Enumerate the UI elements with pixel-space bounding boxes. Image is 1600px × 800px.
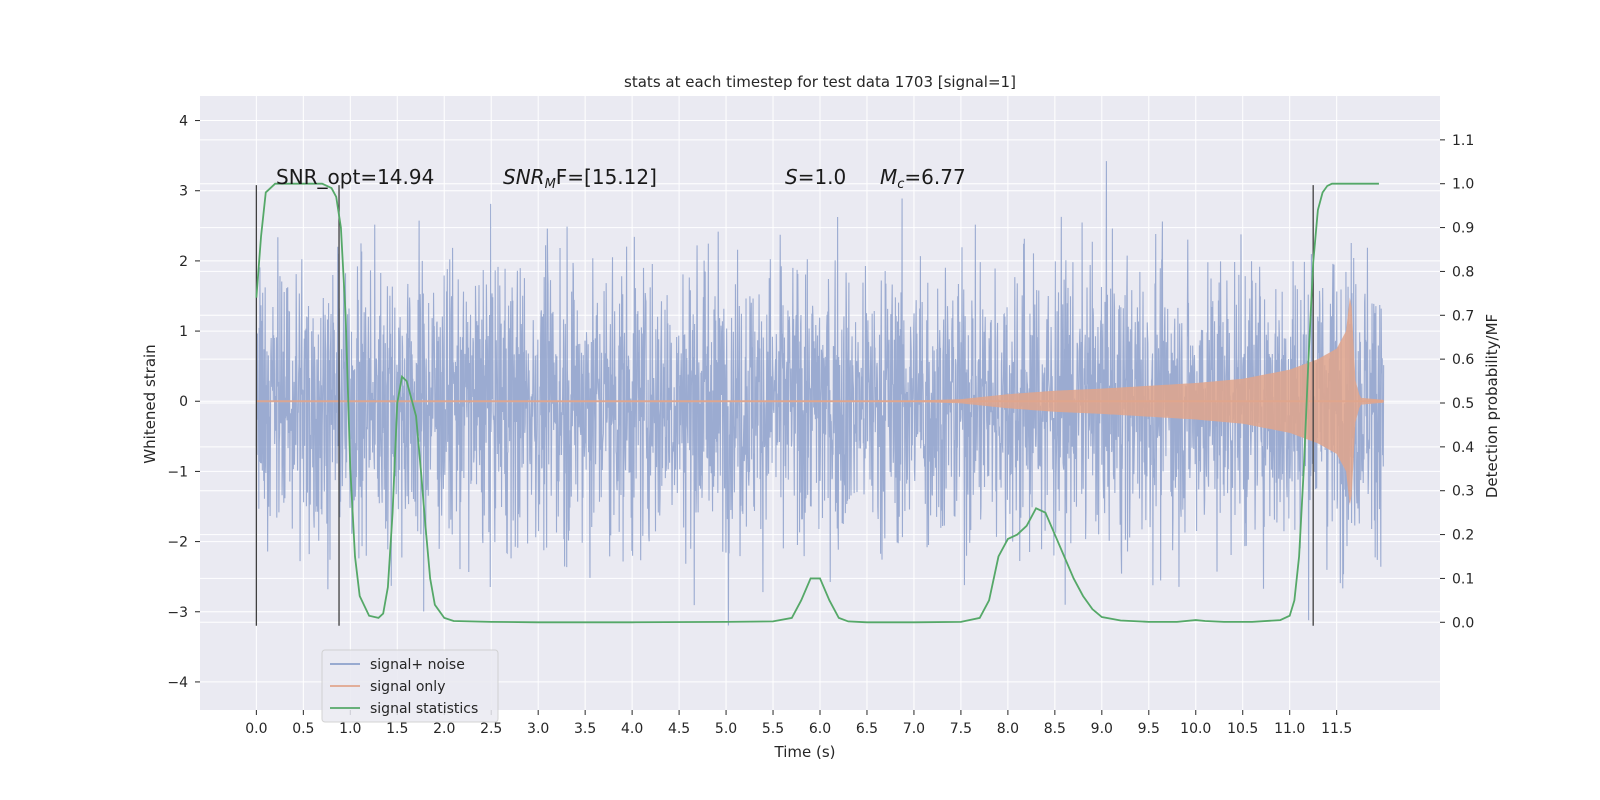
x-tick-label: 11.0 (1274, 721, 1305, 737)
s-rest: =1.0 (798, 165, 847, 189)
legend-label-signal: signal only (370, 679, 445, 695)
x-tick-label: 10.0 (1180, 721, 1211, 737)
x-tick-label: 0.5 (292, 721, 314, 737)
y-right-tick-label: 0.8 (1452, 264, 1474, 280)
x-tick-label: 5.0 (715, 721, 737, 737)
y-right-tick-label: 1.1 (1452, 133, 1474, 149)
y-right-tick-label: 0.6 (1452, 352, 1474, 368)
snr-mf-main: SNR (503, 165, 545, 189)
snr-mf-rest: F=[15.12] (556, 165, 657, 189)
y-tick-label: 2 (179, 254, 188, 270)
y-axis-label: Whitened strain (141, 344, 159, 463)
data-layer (255, 161, 1385, 626)
y-right-tick-label: 0.2 (1452, 528, 1474, 544)
s-main: S (785, 165, 798, 189)
signal-statistics-series (255, 182, 1379, 624)
y-tick-label: −3 (167, 605, 188, 621)
x-tick-label: 1.0 (339, 721, 361, 737)
x-axis-label: Time (s) (774, 743, 836, 761)
y-right-tick-label: 0.7 (1452, 308, 1474, 324)
mc-annotation: Mc=6.77 (880, 165, 966, 192)
y-tick-label: 3 (179, 184, 188, 200)
x-tick-label: 9.0 (1091, 721, 1113, 737)
snr-opt-annotation: SNR_opt=14.94 (276, 165, 434, 189)
y-right-tick-label: 0.9 (1452, 221, 1474, 237)
x-tick-label: 5.5 (762, 721, 784, 737)
mc-main: M (880, 165, 897, 189)
x-tick-label: 2.5 (480, 721, 502, 737)
legend: signal+ noise signal only signal statist… (321, 649, 499, 723)
x-tick-label: 2.0 (433, 721, 455, 737)
x-tick-label: 6.5 (856, 721, 878, 737)
x-tick-label: 3.0 (527, 721, 549, 737)
x-tick-label: 4.0 (621, 721, 643, 737)
y-tick-label: 1 (179, 324, 188, 340)
x-tick-label: 1.5 (386, 721, 408, 737)
y-axis-right-label: Detection probability/MF (1483, 314, 1501, 498)
y-right-tick-label: 0.3 (1452, 484, 1474, 500)
x-tick-label: 4.5 (668, 721, 690, 737)
legend-label-noise: signal+ noise (370, 657, 465, 673)
y-right-tick-label: 0.4 (1452, 440, 1474, 456)
y-tick-label: 0 (179, 394, 188, 410)
x-tick-label: 3.5 (574, 721, 596, 737)
y-tick-label: −2 (167, 535, 188, 551)
x-tick-label: 11.5 (1321, 721, 1352, 737)
y-right-tick-label: 0.5 (1452, 396, 1474, 412)
x-tick-label: 8.5 (1044, 721, 1066, 737)
y-right-tick-label: 0.0 (1452, 615, 1474, 631)
x-tick-label: 9.5 (1138, 721, 1160, 737)
legend-box (321, 649, 499, 723)
x-tick-label: 7.0 (903, 721, 925, 737)
x-tick-label: 6.0 (809, 721, 831, 737)
axis-ticks: 0.0 0.5 1.0 1.5 2.0 2.5 3.0 3.5 4.0 4.5 5.0 5.5 6.0 6… (167, 114, 1474, 737)
x-tick-label: 0.0 (245, 721, 267, 737)
snr-mf-sub: M (545, 177, 556, 192)
x-tick-label: 10.5 (1227, 721, 1258, 737)
mc-rest: =6.77 (904, 165, 965, 189)
y-right-tick-label: 1.0 (1452, 177, 1474, 193)
y-tick-label: 4 (179, 114, 188, 130)
s-annotation: S=1.0 (785, 165, 846, 189)
legend-label-statistics: signal statistics (370, 701, 478, 717)
mc-sub: c (897, 177, 904, 192)
x-tick-label: 8.0 (997, 721, 1019, 737)
y-tick-label: −4 (167, 675, 188, 691)
y-right-tick-label: 0.1 (1452, 571, 1474, 587)
snr-mf-annotation: SNRMF=[15.12] (503, 165, 657, 192)
x-tick-label: 7.5 (950, 721, 972, 737)
chart-title: stats at each timestep for test data 170… (624, 73, 1016, 91)
y-tick-label: −1 (167, 464, 188, 480)
